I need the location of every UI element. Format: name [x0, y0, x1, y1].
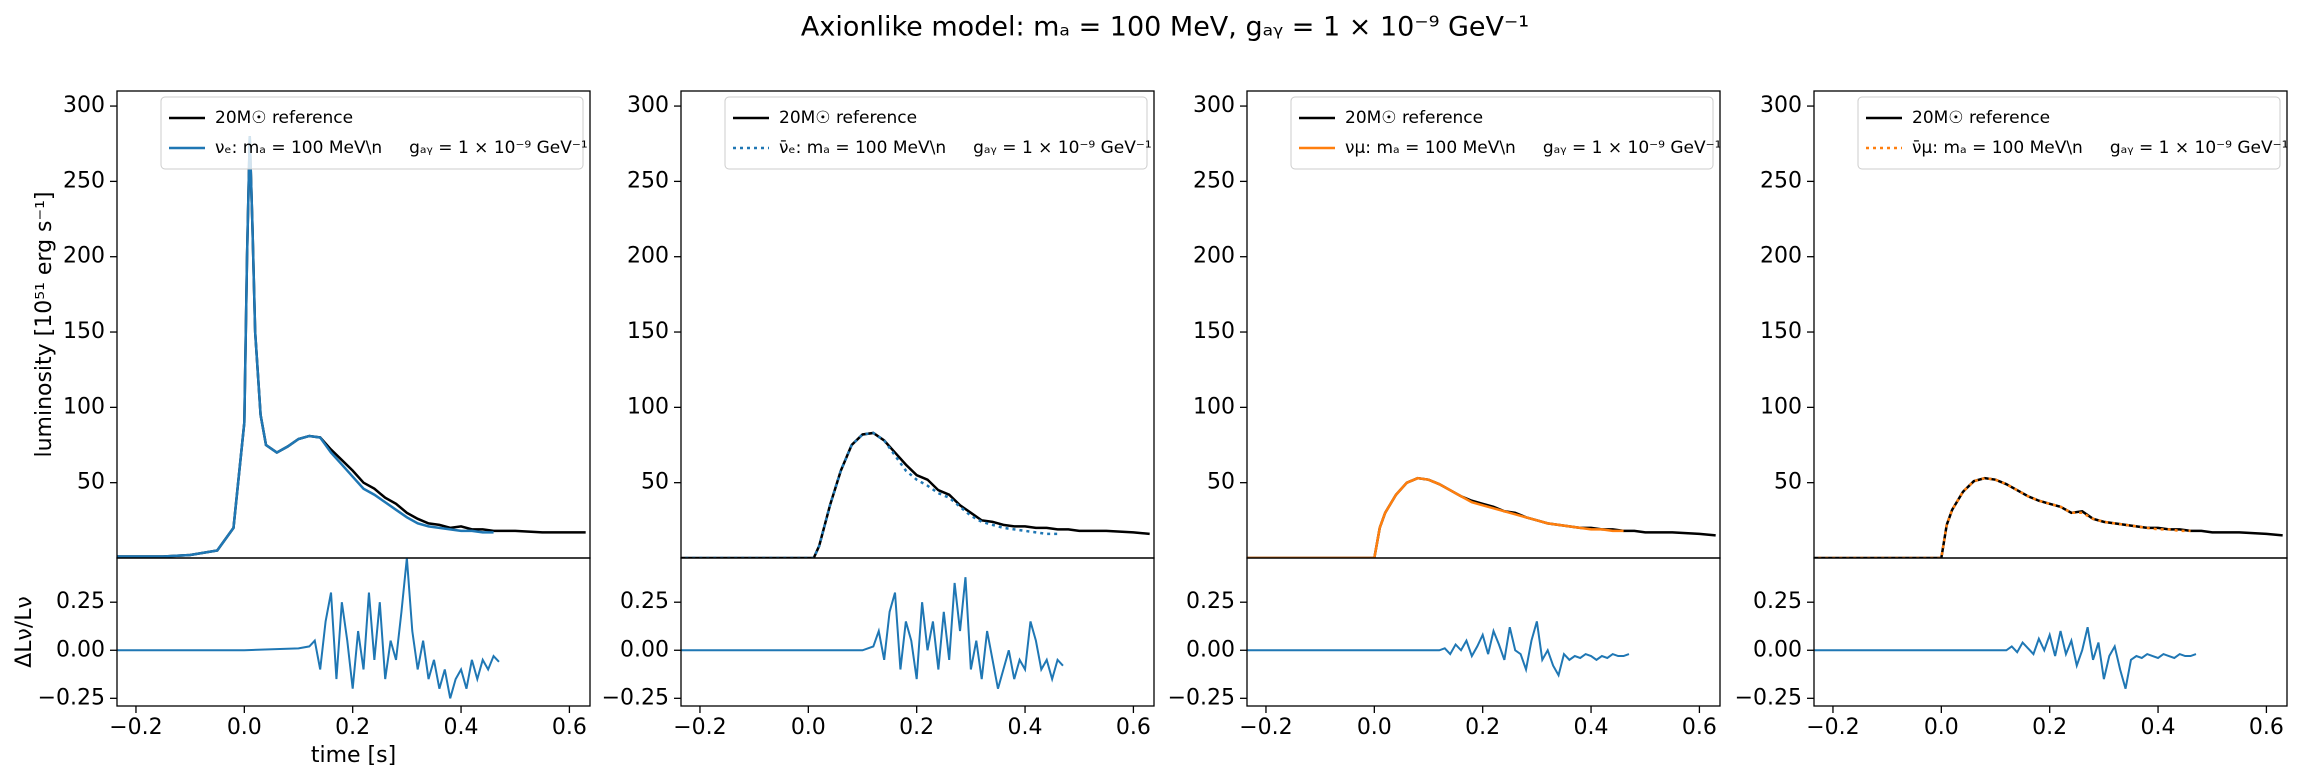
legend-label: νₑ: mₐ = 100 MeV\n gₐᵧ = 1 × 10⁻⁹ GeV⁻¹: [215, 138, 588, 158]
x-tick-label: 0.6: [1682, 715, 1717, 740]
y-tick-label: 50: [1207, 470, 1235, 495]
legend-label: 20M☉ reference: [215, 108, 353, 128]
figure-title: Axionlike model: mₐ = 100 MeV, gₐᵧ = 1 ×…: [801, 12, 1529, 43]
y-tick-label: −0.25: [38, 685, 105, 710]
y-tick-label: 0.25: [1186, 589, 1235, 614]
series-line: [1814, 626, 2197, 689]
legend-label: 20M☉ reference: [1345, 108, 1483, 128]
legend-box: [160, 96, 584, 170]
y-tick-label: −0.25: [1735, 685, 1802, 710]
y-tick-label: 100: [627, 394, 669, 419]
y-tick-label: 150: [1193, 319, 1235, 344]
legend-box: [724, 96, 1148, 170]
legend-label: 20M☉ reference: [1912, 108, 2050, 128]
x-tick-label: −0.2: [673, 715, 726, 740]
x-tick-label: 0.4: [2141, 715, 2176, 740]
y-tick-label: 200: [627, 244, 669, 269]
y-tick-label: 0.00: [620, 637, 669, 662]
legend-label: ν̄ₑ: mₐ = 100 MeV\n gₐᵧ = 1 × 10⁻⁹ GeV⁻¹: [779, 138, 1152, 158]
y-tick-label: 0.25: [620, 589, 669, 614]
y-tick-label: 50: [641, 470, 669, 495]
y-tick-label: 200: [63, 244, 105, 269]
y-tick-label: 0.25: [56, 589, 105, 614]
x-tick-label: 0.6: [1116, 715, 1151, 740]
x-tick-label: 0.0: [227, 715, 262, 740]
x-tick-label: 0.2: [1465, 715, 1500, 740]
y-tick-label: 300: [627, 93, 669, 118]
y-tick-label: 250: [1760, 168, 1802, 193]
y-axis-label: ΔLν/Lν: [12, 596, 37, 668]
y-tick-label: 300: [1193, 93, 1235, 118]
y-tick-label: 0.00: [1186, 637, 1235, 662]
y-tick-label: 0.00: [56, 637, 105, 662]
x-tick-label: 0.6: [2249, 715, 2284, 740]
legend-label: ν̄μ: mₐ = 100 MeV\n gₐᵧ = 1 × 10⁻⁹ GeV⁻¹: [1912, 138, 2288, 158]
y-tick-label: 250: [1193, 168, 1235, 193]
x-axis-label: time [s]: [311, 743, 396, 768]
x-tick-label: 0.2: [335, 715, 370, 740]
y-axis-label: luminosity [10⁵¹ erg s⁻¹]: [32, 191, 57, 457]
series-line: [117, 558, 500, 699]
y-tick-label: 300: [1760, 93, 1802, 118]
x-tick-label: 0.2: [2032, 715, 2067, 740]
y-tick-label: 150: [1760, 319, 1802, 344]
legend-label: 20M☉ reference: [779, 108, 917, 128]
y-tick-label: 300: [63, 93, 105, 118]
x-tick-label: 0.0: [1924, 715, 1959, 740]
x-tick-label: 0.4: [1008, 715, 1043, 740]
axes-frame: [680, 557, 1155, 707]
y-tick-label: 200: [1760, 244, 1802, 269]
series-line: [681, 577, 1064, 689]
y-tick-label: 250: [627, 168, 669, 193]
x-tick-label: 0.6: [552, 715, 587, 740]
x-tick-label: 0.4: [1574, 715, 1609, 740]
series-line: [1247, 476, 1624, 558]
y-tick-label: 50: [1774, 470, 1802, 495]
y-tick-label: −0.25: [1168, 685, 1235, 710]
x-tick-label: 0.2: [899, 715, 934, 740]
axes-frame: [1813, 557, 2288, 707]
series-line: [1247, 621, 1630, 678]
axes-frame: [116, 557, 591, 707]
x-tick-label: 0.0: [791, 715, 826, 740]
y-tick-label: 200: [1193, 244, 1235, 269]
series-line: [117, 136, 494, 558]
y-tick-label: 100: [1193, 394, 1235, 419]
x-tick-label: 0.4: [444, 715, 479, 740]
y-tick-label: 150: [63, 319, 105, 344]
x-tick-label: −0.2: [109, 715, 162, 740]
legend-label: νμ: mₐ = 100 MeV\n gₐᵧ = 1 × 10⁻⁹ GeV⁻¹: [1345, 138, 1721, 158]
y-tick-label: −0.25: [602, 685, 669, 710]
legend-box: [1857, 96, 2281, 170]
y-tick-label: 50: [77, 470, 105, 495]
series-line: [681, 431, 1058, 558]
x-tick-label: 0.0: [1357, 715, 1392, 740]
y-tick-label: 100: [63, 394, 105, 419]
x-tick-label: −0.2: [1806, 715, 1859, 740]
y-tick-label: 0.25: [1753, 589, 1802, 614]
axes-frame: [1246, 557, 1721, 707]
y-tick-label: 0.00: [1753, 637, 1802, 662]
y-tick-label: 100: [1760, 394, 1802, 419]
y-tick-label: 150: [627, 319, 669, 344]
x-tick-label: −0.2: [1239, 715, 1292, 740]
y-tick-label: 250: [63, 168, 105, 193]
legend-box: [1290, 96, 1714, 170]
